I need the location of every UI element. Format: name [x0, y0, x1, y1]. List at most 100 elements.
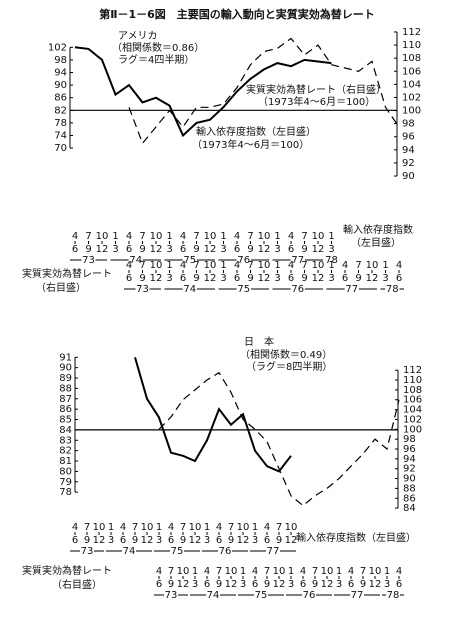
x-tick-label: 7: [228, 522, 234, 533]
annotation: 輸入依存度指数（左目盛）: [196, 125, 316, 138]
x-tick-label-end: 6: [204, 579, 210, 590]
x2-axis-label: 実質実効為替レート: [22, 564, 112, 577]
y2-tick-label: 102: [402, 92, 421, 103]
x-tick-label: 7: [264, 566, 270, 577]
x-tick-label-end: 3: [204, 535, 210, 546]
y-tick-label: 78: [59, 487, 72, 498]
year-label: 75: [171, 546, 184, 557]
x-tick-label: 1: [112, 231, 118, 242]
y2-tick-label: 96: [403, 444, 416, 455]
y-tick-label: 102: [48, 42, 67, 53]
x-tick-label-end: 3: [274, 273, 280, 284]
year-bg: [290, 284, 305, 294]
x-tick-label: 1: [328, 260, 334, 271]
x-tick-label: 4: [396, 566, 402, 577]
x-tick-label: 4: [234, 260, 240, 271]
y2-tick-label: 98: [402, 119, 415, 130]
y2-tick-label: 90: [402, 171, 415, 182]
year-label: 76: [237, 255, 250, 266]
x-tick-label: 10: [150, 231, 163, 242]
x-tick-label: 1: [166, 260, 172, 271]
x-tick-label: 4: [180, 231, 186, 242]
x-tick-label-end: 3: [336, 579, 342, 590]
year-bg: [135, 284, 150, 294]
x-tick-label-end: 12: [141, 535, 154, 546]
x-tick-label-end: 6: [180, 273, 186, 284]
x-tick-label-end: 3: [192, 579, 198, 590]
x-tick-label: 10: [285, 522, 298, 533]
x2-axis-label: （右目盛）: [36, 281, 86, 294]
annotation: 日 本: [244, 335, 274, 348]
year-bg: [164, 590, 178, 600]
y-tick-label: 87: [59, 394, 72, 405]
y2-tick-label: 104: [403, 405, 422, 416]
x-tick-label: 7: [132, 522, 138, 533]
year-bg: [386, 590, 400, 600]
year-label: 78: [325, 255, 338, 266]
x-tick-label-end: 9: [276, 535, 282, 546]
y-tick-label: 86: [59, 404, 72, 415]
x-tick-label: 10: [366, 260, 379, 271]
year-bg: [385, 284, 400, 294]
annotation: アメリカ: [118, 30, 158, 42]
x-tick-label-end: 6: [252, 579, 258, 590]
y2-tick-label: 92: [402, 158, 415, 169]
x-tick-label-end: 6: [72, 244, 78, 255]
x-tick-label-end: 6: [288, 244, 294, 255]
y-tick-label: 81: [59, 456, 72, 467]
x-tick-label: 1: [274, 260, 280, 271]
y2-tick-label: 112: [403, 365, 422, 376]
y2-tick-label: 94: [403, 454, 416, 465]
x-tick-label-end: 3: [328, 273, 334, 284]
x-tick-label-end: 3: [220, 244, 226, 255]
x-tick-label: 7: [360, 566, 366, 577]
x-tick-label: 10: [177, 566, 190, 577]
y2-tick-label: 94: [402, 145, 415, 156]
x-tick-label-end: 6: [180, 244, 186, 255]
x-tick-label-end: 12: [369, 579, 382, 590]
x-tick-label-end: 6: [264, 535, 270, 546]
x2-axis-label: （右目盛）: [52, 578, 102, 591]
x-tick-label-end: 9: [301, 244, 307, 255]
x-tick-label-end: 3: [220, 273, 226, 284]
year-label: 75: [255, 590, 268, 601]
year-bg: [350, 590, 364, 600]
x-tick-label: 1: [288, 566, 294, 577]
x-tick-label-end: 9: [180, 535, 186, 546]
y-tick-label: 85: [59, 415, 72, 426]
year-bg: [80, 546, 94, 556]
x-tick-label: 1: [382, 260, 388, 271]
y2-tick-label: 102: [403, 414, 422, 425]
x-tick-label-end: 9: [360, 579, 366, 590]
x-tick-label-end: 6: [300, 579, 306, 590]
year-bg: [290, 255, 305, 265]
x-tick-label-end: 12: [150, 244, 163, 255]
x-tick-label: 10: [273, 566, 286, 577]
year-label: 77: [345, 284, 358, 295]
x-axis-label: 輸入依存度指数: [343, 223, 413, 236]
x-tick-label: 4: [252, 566, 258, 577]
year-label: 77: [291, 255, 304, 266]
x-tick-label: 10: [150, 260, 163, 271]
x-tick-label: 10: [312, 260, 325, 271]
x-tick-label-end: 6: [120, 535, 126, 546]
y-tick-label: 94: [54, 68, 67, 79]
annotation: （ラグ＝8四半期）: [246, 360, 332, 373]
y2-tick-label: 104: [402, 79, 421, 90]
x-tick-label-end: 3: [382, 273, 388, 284]
x-tick-label-end: 3: [166, 244, 172, 255]
x-tick-label: 10: [141, 522, 154, 533]
y-tick-label: 89: [59, 373, 72, 384]
x-tick-label: 7: [276, 522, 282, 533]
year-bg: [236, 284, 251, 294]
x-tick-label-end: 6: [396, 579, 402, 590]
x-tick-label-end: 6: [126, 244, 132, 255]
year-label: 75: [183, 255, 196, 266]
y-tick-label: 82: [59, 446, 72, 457]
year-label: 77: [267, 546, 280, 557]
year-label: 78: [386, 284, 399, 295]
x-tick-label-end: 12: [93, 535, 106, 546]
x-tick-label-end: 6: [216, 535, 222, 546]
x-tick-label-end: 9: [355, 273, 361, 284]
